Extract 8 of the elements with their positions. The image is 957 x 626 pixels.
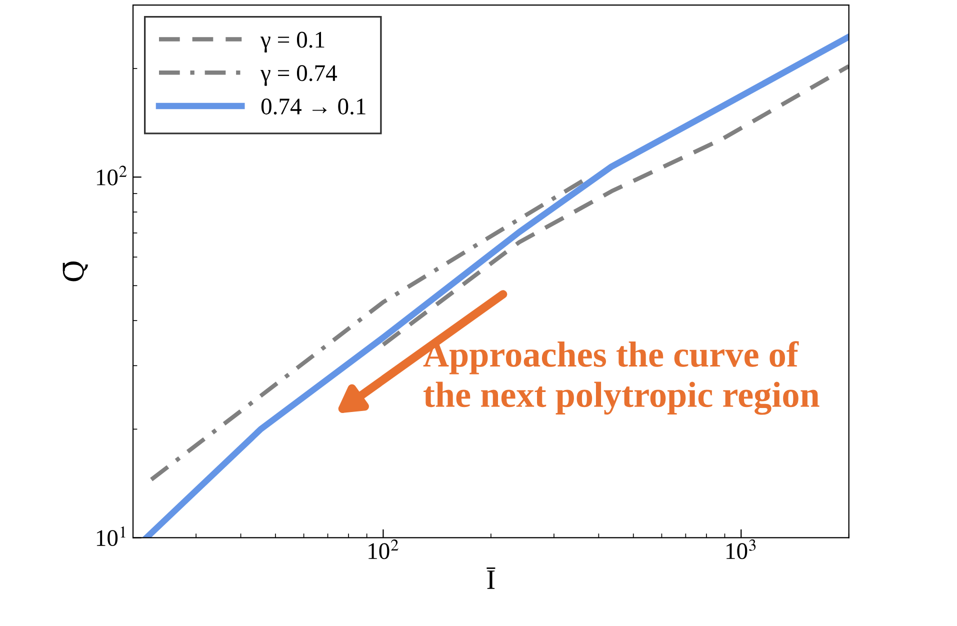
x-tick-label: 10$^{3}$ <box>726 539 756 560</box>
annotation: Approaches the curve of the next polytropic region <box>423 341 820 415</box>
legend-label: γ = 0.1 <box>260 32 324 53</box>
y-tick-label: 10$^{1}$ <box>96 526 126 546</box>
y-axis-title: Q̄ <box>62 262 88 282</box>
x-axis-title: Ī <box>486 567 496 589</box>
legend-label: 0.74 → 0.1 <box>261 98 366 115</box>
legend-label: γ = 0.74 <box>260 65 338 86</box>
